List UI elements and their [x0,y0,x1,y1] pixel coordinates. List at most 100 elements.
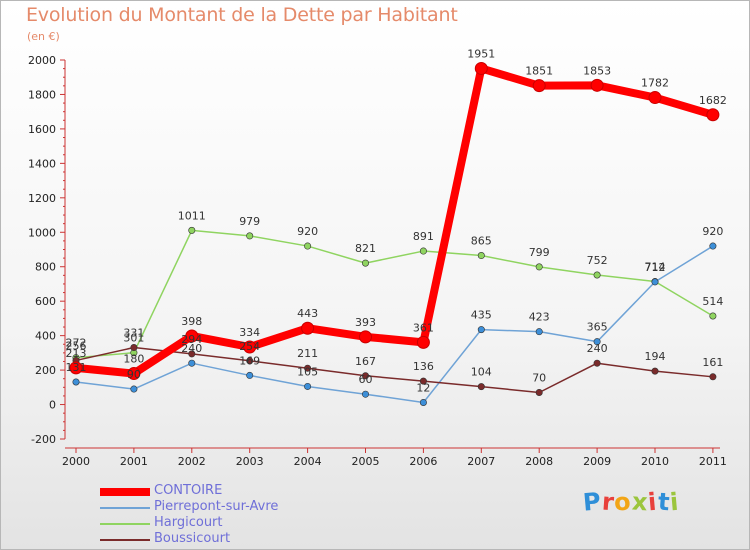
logo-letter: o [613,487,634,517]
data-label: 1011 [178,209,206,222]
data-label: 105 [297,365,318,378]
y-tick-label: 1400 [28,157,56,170]
proxiti-logo: Proxiti [582,487,681,517]
logo-letter: i [668,487,681,517]
data-label: 1951 [467,47,495,60]
data-label: 60 [359,373,373,386]
data-label: 514 [702,295,723,308]
x-tick-label: 2007 [467,455,495,468]
data-label: 12 [416,381,430,394]
data-point [419,398,427,406]
data-point [246,357,254,365]
y-tick-label: 800 [35,261,56,274]
data-label: 254 [239,340,260,353]
legend-label: Hargicourt [154,515,223,530]
data-point [304,382,312,390]
data-label: 131 [66,361,87,374]
data-point [304,242,312,250]
data-point [535,328,543,336]
legend-item: Boussicourt [100,531,380,548]
legend-label: CONTOIRE [154,483,223,498]
data-label: 211 [297,347,318,360]
x-tick-label: 2006 [409,455,437,468]
data-point [709,373,717,381]
x-tick-label: 2004 [294,455,322,468]
data-label: 240 [587,342,608,355]
data-label: 443 [297,307,318,320]
series-line [75,346,714,394]
data-point [127,367,141,381]
legend-swatch [100,488,150,496]
data-point [69,361,83,375]
data-label: 272 [66,337,87,350]
data-label: 331 [123,327,144,340]
data-label: 361 [413,321,434,334]
legend-item: Hargicourt [100,515,380,532]
y-tick-label: 1600 [28,123,56,136]
data-point [188,226,196,234]
data-point [188,350,196,358]
data-point [72,378,80,386]
data-label: 423 [529,311,550,324]
data-point [709,242,717,250]
x-tick-label: 2008 [525,455,553,468]
data-label: 136 [413,360,434,373]
data-point [185,329,199,343]
data-point [532,79,546,93]
data-point [651,278,659,286]
y-tick-label: 600 [35,295,56,308]
data-label: 821 [355,242,376,255]
data-point [535,263,543,271]
data-label: 1782 [641,77,669,90]
legend-swatch [100,523,150,525]
y-tick-label: 1800 [28,88,56,101]
x-tick-label: 2000 [62,455,90,468]
data-label: 891 [413,230,434,243]
data-point [246,371,254,379]
data-point [246,232,254,240]
data-label: 398 [181,315,202,328]
data-point [359,330,372,344]
data-label: 194 [645,350,666,363]
data-label: 865 [471,235,492,248]
y-tick-label: -200 [31,433,56,446]
data-point [361,259,369,267]
chart-subtitle: (en €) [27,30,60,43]
data-point [535,388,543,396]
data-point [648,91,662,105]
chart-legend: CONTOIRE Pierrepont-sur-Avre Hargicourt Bou… [100,483,380,548]
data-label: 712 [645,261,666,274]
legend-swatch [100,507,150,509]
data-point [416,335,430,349]
y-tick-label: 200 [35,364,56,377]
data-point [130,344,138,352]
x-tick-label: 2011 [699,455,727,468]
y-tick-label: 2000 [28,54,56,67]
data-label: 1851 [525,65,553,78]
data-point [477,252,485,260]
data-label: 393 [355,316,376,329]
data-point [593,359,601,367]
data-point [361,372,369,380]
data-label: 435 [471,309,492,322]
series-line [75,245,714,404]
legend-label: Pierrepont-sur-Avre [154,499,279,514]
data-point [304,364,312,372]
series-line [72,64,717,378]
x-tick-label: 2005 [352,455,380,468]
data-label: 213 [66,347,87,360]
data-label: 169 [239,354,260,367]
data-point [709,312,717,320]
legend-swatch [100,539,150,541]
data-label: 294 [181,333,202,346]
data-point [593,338,601,346]
data-label: 167 [355,355,376,368]
data-point [477,326,485,334]
data-label: 90 [127,368,141,381]
data-label: 799 [529,246,550,259]
data-point [188,359,196,367]
data-label: 714 [645,261,666,274]
data-point [301,321,315,335]
y-tick-label: 400 [35,330,56,343]
data-label: 104 [471,366,492,379]
